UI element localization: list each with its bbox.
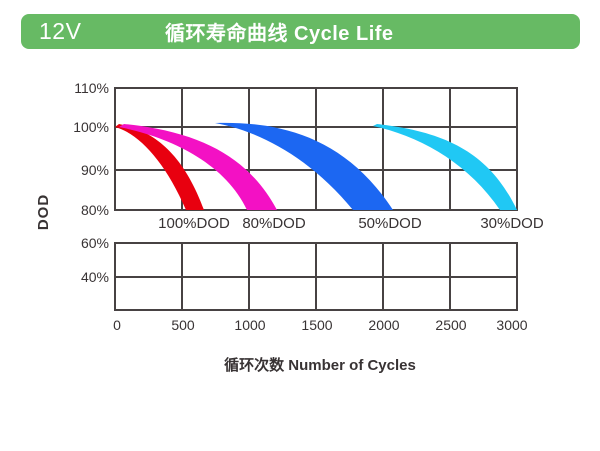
series-band-80dod: [119, 124, 277, 210]
xtick-1000: 1000: [234, 317, 265, 333]
series-label-30dod: 30%DOD: [480, 215, 544, 232]
series-band-50dod: [215, 122, 393, 210]
series-label-80dod: 80%DOD: [242, 215, 306, 232]
header-bar: 12V 循环寿命曲线 Cycle Life: [21, 14, 580, 49]
chart-grid: [114, 87, 518, 311]
ytick-110: 110%: [74, 80, 109, 96]
y-axis-label: DOD: [35, 194, 52, 230]
xtick-500: 500: [171, 317, 195, 333]
xtick-3000: 3000: [496, 317, 527, 333]
series-bands: [115, 122, 517, 210]
xtick-0: 0: [113, 317, 121, 333]
ytick-100: 100%: [73, 119, 109, 135]
page-title: 循环寿命曲线 Cycle Life: [165, 23, 394, 45]
xtick-1500: 1500: [301, 317, 332, 333]
ytick-80: 80%: [81, 202, 109, 218]
xtick-2500: 2500: [435, 317, 466, 333]
x-axis-label: 循环次数 Number of Cycles: [224, 356, 416, 374]
model-label: 12V: [39, 18, 82, 44]
cycle-life-chart: 110% 100% 90% 80% 60% 40% 100%DOD 80%DOD…: [35, 80, 544, 374]
series-label-100dod: 100%DOD: [158, 215, 230, 232]
chart-text: 110% 100% 90% 80% 60% 40% 100%DOD 80%DOD…: [35, 80, 544, 374]
series-label-50dod: 50%DOD: [358, 215, 422, 232]
ytick-90: 90%: [81, 162, 109, 178]
ytick-40: 40%: [81, 269, 109, 285]
ytick-60: 60%: [81, 235, 109, 251]
series-band-30dod: [373, 124, 517, 210]
xtick-2000: 2000: [368, 317, 399, 333]
series-band-100dod: [115, 124, 204, 210]
